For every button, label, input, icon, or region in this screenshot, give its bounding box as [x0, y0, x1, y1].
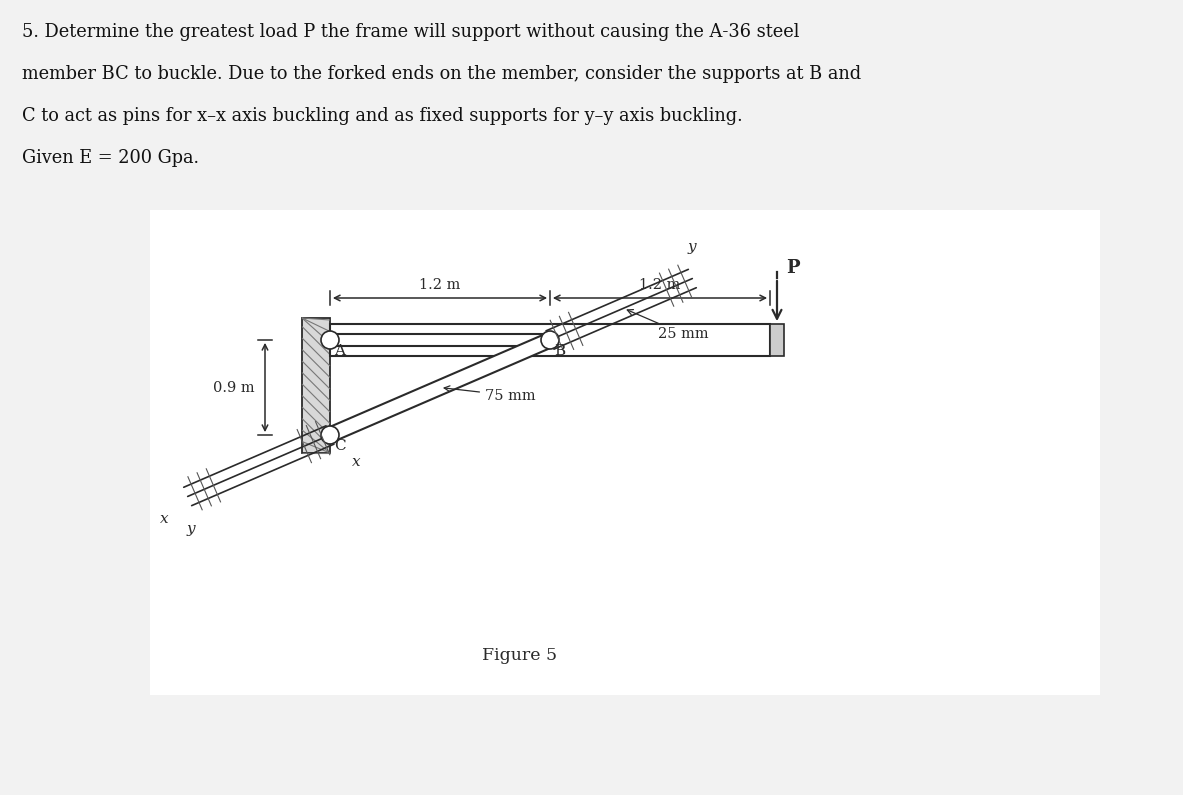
- Text: 1.2 m: 1.2 m: [419, 278, 460, 292]
- Text: x: x: [353, 455, 361, 469]
- Text: 0.9 m: 0.9 m: [213, 381, 256, 394]
- Text: 75 mm: 75 mm: [444, 386, 536, 402]
- Text: member BC to buckle. Due to the forked ends on the member, consider the supports: member BC to buckle. Due to the forked e…: [22, 65, 861, 83]
- Text: B: B: [554, 344, 565, 358]
- Polygon shape: [150, 210, 1100, 695]
- Text: C: C: [334, 439, 345, 453]
- Text: 25 mm: 25 mm: [627, 309, 709, 341]
- Polygon shape: [335, 334, 545, 346]
- Circle shape: [321, 426, 340, 444]
- Circle shape: [541, 331, 560, 349]
- Text: x: x: [161, 512, 169, 526]
- Text: y: y: [187, 522, 195, 536]
- Polygon shape: [302, 318, 330, 453]
- Polygon shape: [330, 324, 770, 356]
- Text: C to act as pins for x–x axis buckling and as fixed supports for y–y axis buckli: C to act as pins for x–x axis buckling a…: [22, 107, 743, 125]
- Text: P: P: [786, 259, 800, 277]
- Circle shape: [321, 331, 340, 349]
- Text: Given E = 200 Gpa.: Given E = 200 Gpa.: [22, 149, 199, 167]
- Polygon shape: [330, 334, 550, 440]
- Text: A: A: [334, 344, 345, 358]
- Text: 5. Determine the greatest load P the frame will support without causing the A-36: 5. Determine the greatest load P the fra…: [22, 23, 800, 41]
- Text: y: y: [687, 240, 697, 254]
- Text: 1.2 m: 1.2 m: [639, 278, 680, 292]
- Text: Figure 5: Figure 5: [483, 646, 557, 664]
- Polygon shape: [770, 324, 784, 356]
